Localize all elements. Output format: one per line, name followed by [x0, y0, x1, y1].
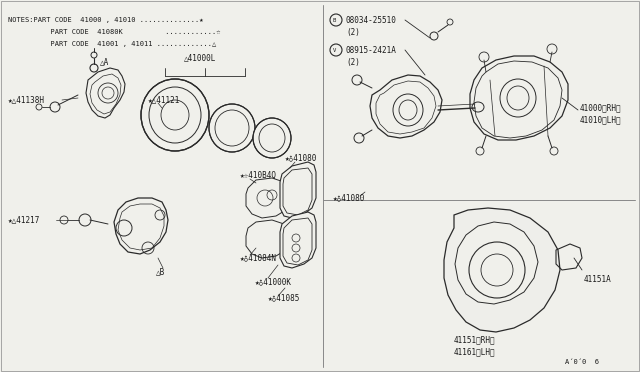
Text: ★△41138H: ★△41138H [8, 96, 45, 105]
Text: △A: △A [100, 58, 109, 67]
Text: 41151A: 41151A [584, 276, 612, 285]
Polygon shape [246, 178, 290, 218]
Text: 41000〈RH〉: 41000〈RH〉 [580, 103, 621, 112]
Text: △B: △B [156, 267, 165, 276]
Text: 08034-25510: 08034-25510 [346, 16, 397, 25]
Text: NOTES:PART CODE  41000 , 41010 ..............★: NOTES:PART CODE 41000 , 41010 ..........… [8, 17, 204, 23]
Text: 41161〈LH〉: 41161〈LH〉 [454, 347, 495, 356]
Text: PART CODE  41080K          ............☆: PART CODE 41080K ............☆ [8, 29, 221, 35]
Text: B: B [332, 17, 335, 22]
Text: ★♁41085: ★♁41085 [268, 294, 300, 302]
Text: 41151〈RH〉: 41151〈RH〉 [454, 336, 495, 344]
Text: (2): (2) [346, 28, 360, 36]
Text: ★♁41000K: ★♁41000K [255, 278, 292, 286]
Circle shape [469, 242, 525, 298]
Polygon shape [280, 162, 316, 218]
Text: ★♁41080: ★♁41080 [285, 154, 317, 163]
Text: ★△41121: ★△41121 [148, 96, 180, 105]
Polygon shape [455, 222, 538, 304]
Text: PART CODE  41001 , 41011 .............△: PART CODE 41001 , 41011 .............△ [8, 41, 216, 47]
Polygon shape [246, 220, 290, 258]
Text: V: V [332, 48, 335, 52]
Text: ★☆410B4Q: ★☆410B4Q [240, 170, 277, 180]
Text: 08915-2421A: 08915-2421A [346, 45, 397, 55]
Text: ★♁41084N: ★♁41084N [240, 253, 277, 263]
Ellipse shape [253, 118, 291, 158]
Text: △41000L: △41000L [184, 54, 216, 62]
Text: A´0´0  6: A´0´0 6 [565, 359, 599, 365]
Ellipse shape [141, 79, 209, 151]
Text: ★△41217: ★△41217 [8, 215, 40, 224]
Text: (2): (2) [346, 58, 360, 67]
Polygon shape [444, 208, 560, 332]
Polygon shape [280, 212, 316, 268]
Text: 41010〈LH〉: 41010〈LH〉 [580, 115, 621, 125]
Text: ★♁41080: ★♁41080 [333, 193, 365, 202]
Ellipse shape [209, 104, 255, 152]
